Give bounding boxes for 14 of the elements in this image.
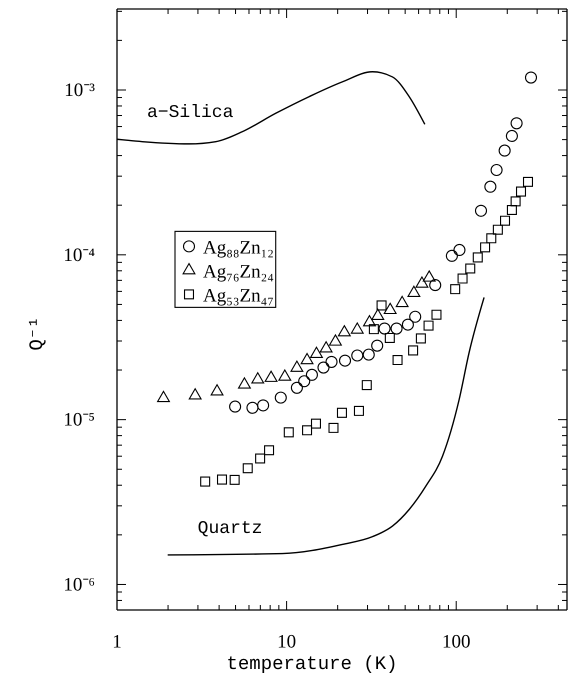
series-label: a−Silica xyxy=(147,103,234,124)
x-axis-title: temperature (K) xyxy=(226,653,398,675)
y-tick-label: 10⁻⁵ xyxy=(63,410,95,431)
x-tick-label: 100 xyxy=(442,631,470,652)
legend-label: Ag₇₆Zn₂₄ xyxy=(203,261,274,282)
x-tick-label: 1 xyxy=(112,631,122,652)
y-axis-title: Q⁻¹ xyxy=(26,316,48,351)
series-label: Quartz xyxy=(198,518,262,539)
legend-label: Ag₅₃Zn₄₇ xyxy=(203,285,274,306)
legend-label: Ag₈₈Zn₁₂ xyxy=(203,237,274,258)
y-tick-label: 10⁻³ xyxy=(64,80,96,102)
x-tick-label: 10 xyxy=(277,631,296,652)
y-tick-label: 10⁻⁶ xyxy=(63,574,95,596)
y-tick-label: 10⁻⁴ xyxy=(63,244,96,266)
